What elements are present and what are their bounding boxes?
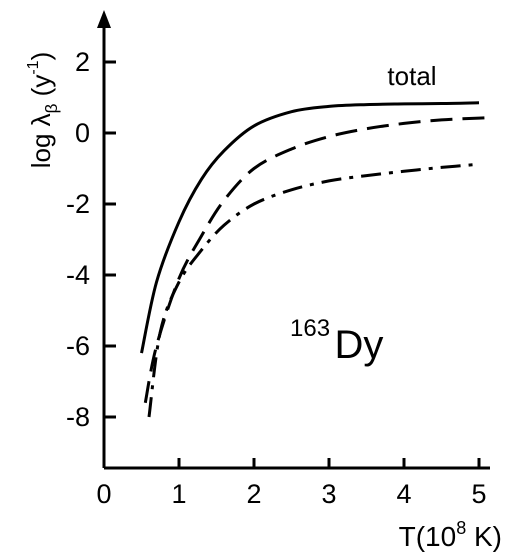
x-tick-label: 1 bbox=[171, 479, 186, 509]
y-axis-arrow bbox=[97, 10, 111, 28]
x-tick-label: 0 bbox=[96, 479, 111, 509]
x-tick-label: 2 bbox=[246, 479, 261, 509]
y-axis-label-main: log λ bbox=[26, 113, 56, 168]
x-axis-label-end: K) bbox=[466, 521, 502, 552]
isotope-symbol: Dy bbox=[335, 323, 384, 367]
series-layer bbox=[140, 101, 495, 418]
x-tick-label: 3 bbox=[321, 479, 336, 509]
series-line-dashed bbox=[143, 115, 495, 404]
ticks: 0 1 2 3 4 5 2 0 -2 -4 -6 -8 bbox=[66, 47, 487, 509]
isotope-mass-number: 163 bbox=[290, 315, 330, 342]
isotope-annotation: 163 Dy bbox=[290, 315, 383, 367]
y-tick-label: 0 bbox=[75, 118, 90, 148]
y-tick-label: -4 bbox=[66, 260, 90, 290]
series-line-dashdot bbox=[147, 162, 480, 418]
y-axis-label-mid: (y bbox=[26, 75, 56, 104]
x-axis-label: T(108 K) bbox=[399, 518, 502, 552]
y-tick-label: -8 bbox=[66, 402, 90, 432]
x-axis-label-sup: 8 bbox=[456, 518, 466, 538]
series-label-total: total bbox=[387, 61, 436, 91]
axes bbox=[97, 10, 490, 470]
y-axis-label-sub: β bbox=[42, 103, 61, 113]
series-line-solid bbox=[140, 101, 480, 354]
y-axis-label: log λβ (y-1) bbox=[25, 52, 61, 169]
y-tick-label: -2 bbox=[66, 189, 90, 219]
y-tick-label: 2 bbox=[75, 47, 90, 77]
x-tick-label: 4 bbox=[396, 479, 411, 509]
x-axis-label-main: T(10 bbox=[399, 521, 457, 552]
y-axis-label-sup: -1 bbox=[25, 60, 42, 74]
x-tick-label: 5 bbox=[471, 479, 486, 509]
y-axis-label-end: ) bbox=[26, 52, 56, 61]
y-tick-label: -6 bbox=[66, 331, 90, 361]
